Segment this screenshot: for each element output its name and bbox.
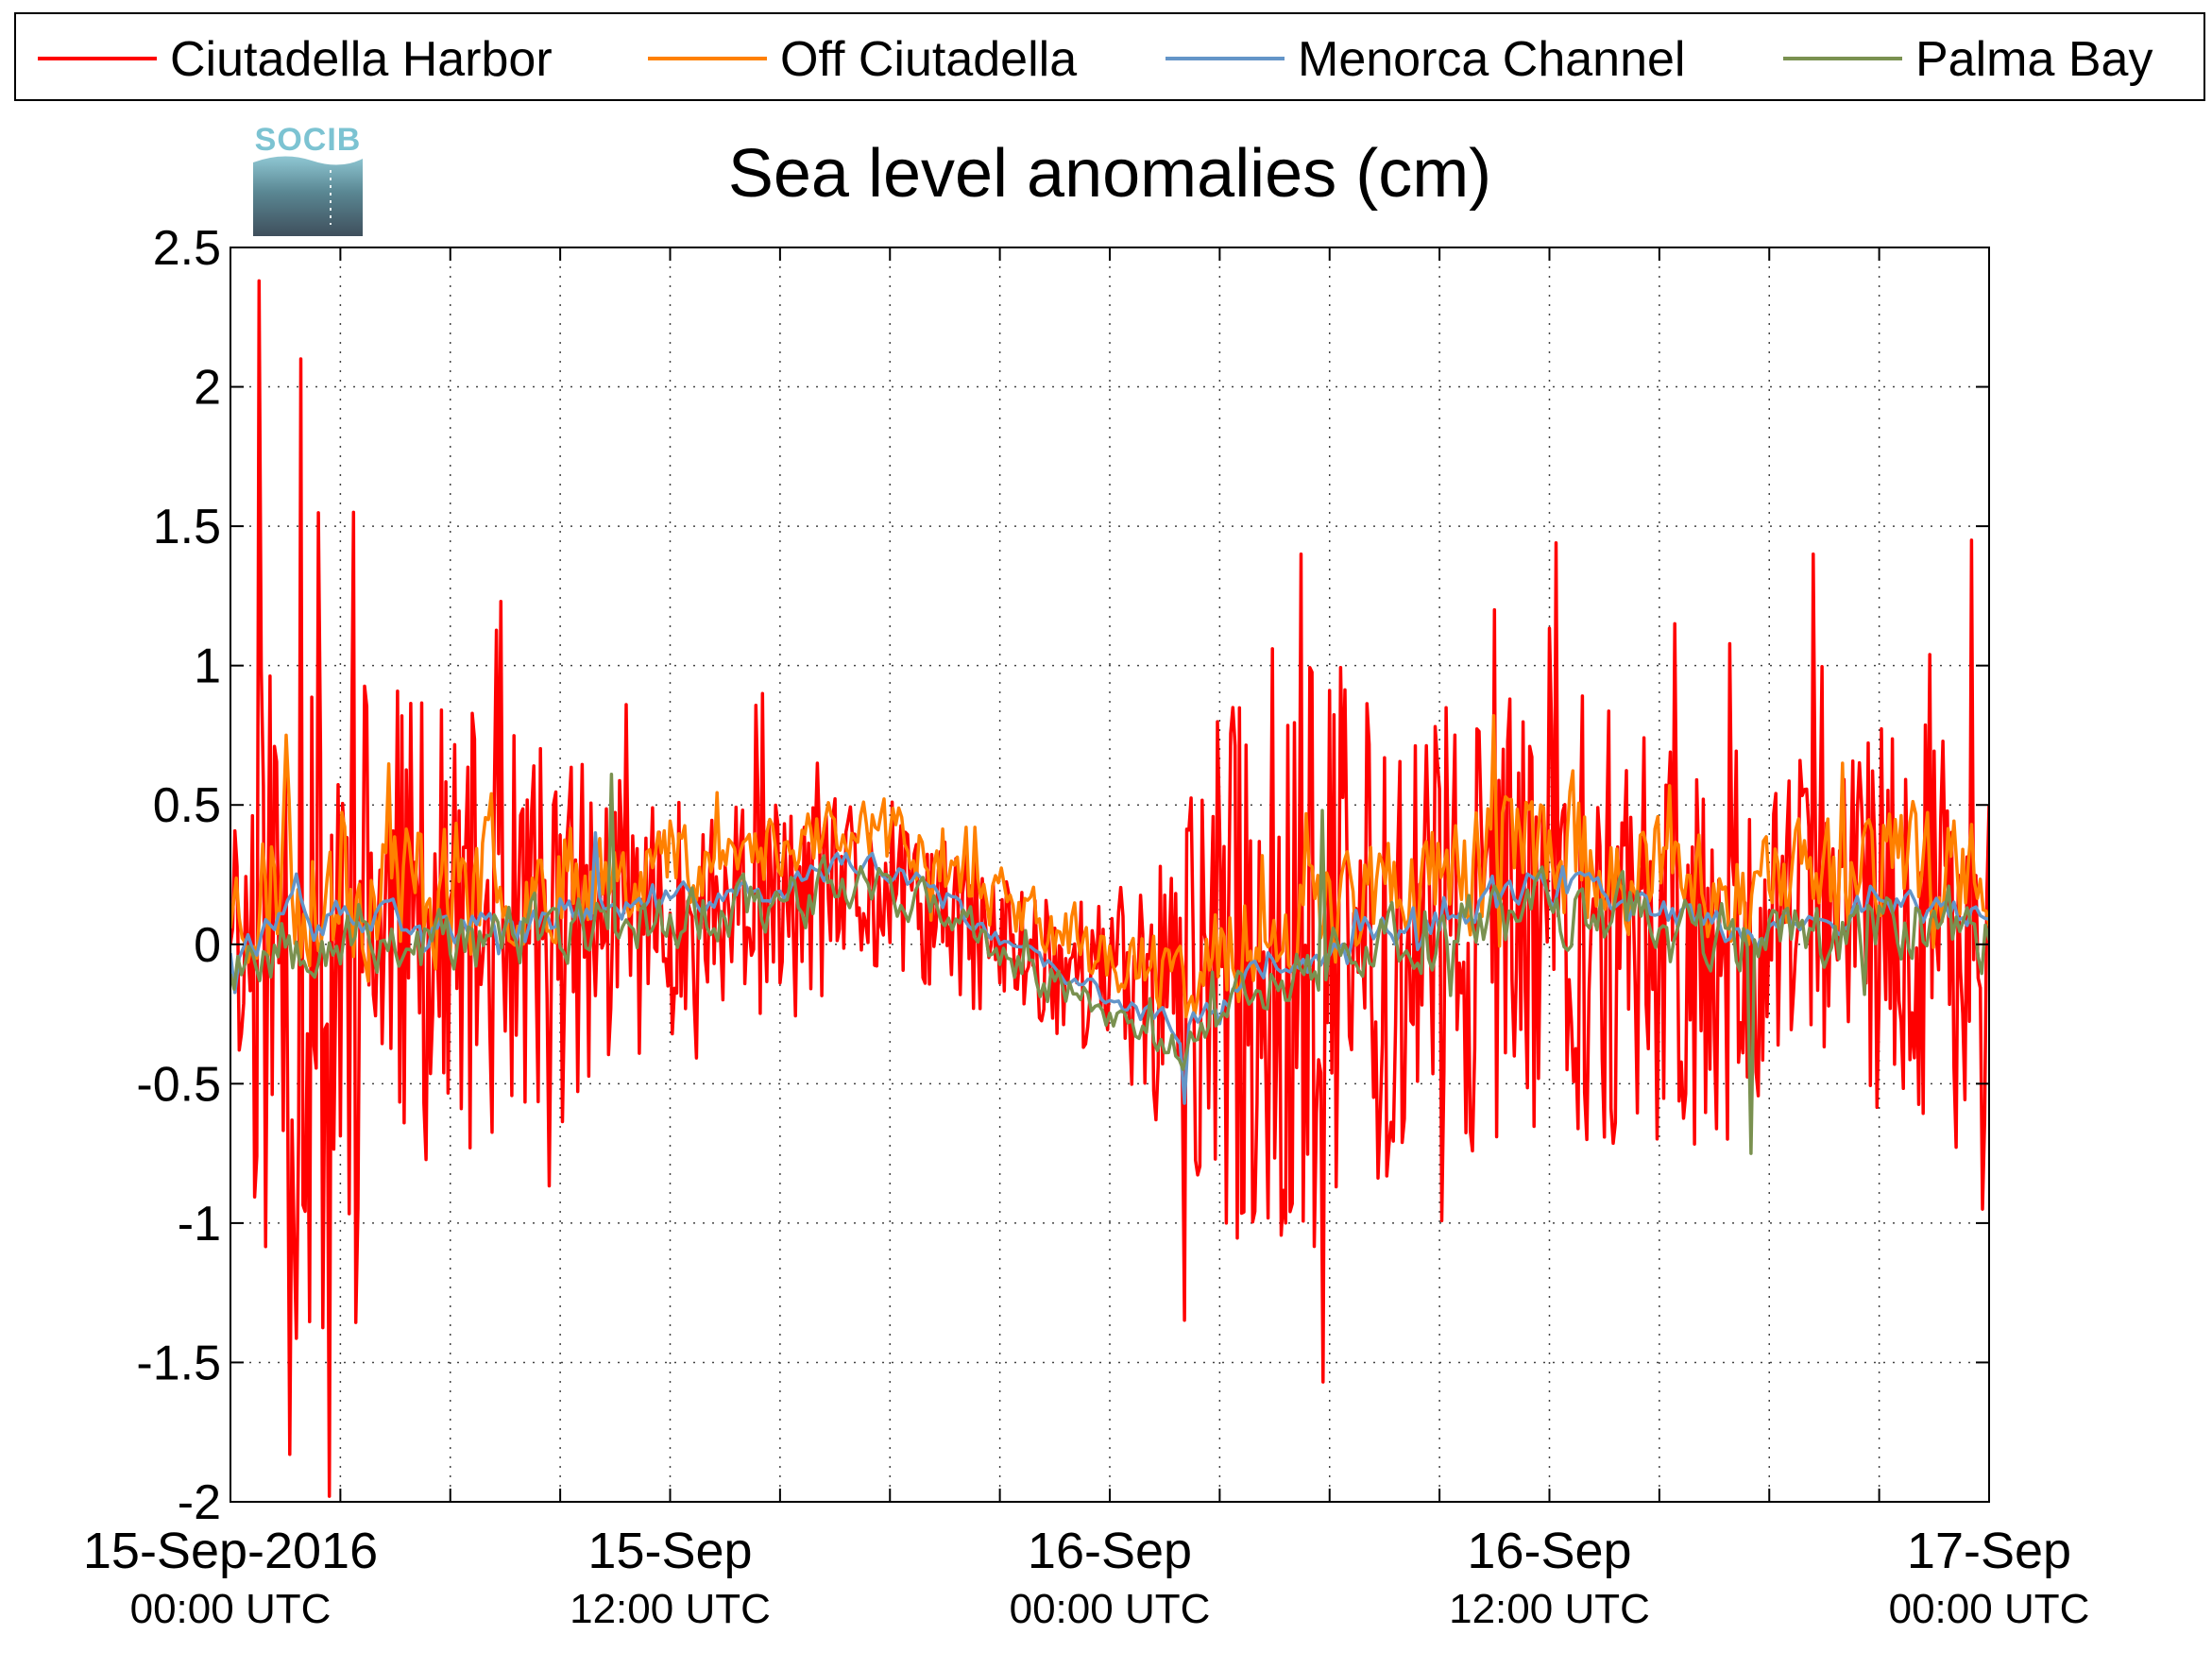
y-tick-label: -1.5 [136,1336,221,1390]
series-layer [230,279,1989,1498]
y-tick-label: 0.5 [153,778,221,833]
y-tick-label: -0.5 [136,1057,221,1112]
x-tick-time-label: 00:00 UTC [1010,1586,1211,1632]
x-tick-date-label: 15-Sep [587,1523,752,1579]
x-tick-time-label: 00:00 UTC [130,1586,332,1632]
y-tick-label: 1.5 [153,500,221,554]
y-tick-label: 2 [194,361,221,416]
y-axis-labels: 2.5 2 1.5 1 0.5 0 -0.5 -1 -1.5 -2 [136,221,221,1530]
x-axis-labels: 15-Sep-2016 00:00 UTC 15-Sep 12:00 UTC 16-Se… [83,1523,2090,1632]
legend-label-palma-bay: Palma Bay [1915,32,2152,87]
legend-label-ciutadella-harbor: Ciutadella Harbor [170,32,553,87]
x-tick-date-label: 16-Sep [1467,1523,1631,1579]
x-tick-time-label: 00:00 UTC [1889,1586,2090,1632]
y-tick-label: 1 [194,639,221,694]
x-tick-time-label: 12:00 UTC [1449,1586,1650,1632]
chart-title: Sea level anomalies (cm) [728,136,1491,212]
legend-label-menorca-channel: Menorca Channel [1298,32,1685,87]
y-tick-label: 0 [194,918,221,973]
x-tick-time-label: 12:00 UTC [570,1586,771,1632]
socib-logo: SOCIB [253,122,363,236]
legend-label-off-ciutadella: Off Ciutadella [780,32,1077,87]
series-line-ciutadella-harbor [230,279,1989,1498]
logo-text: SOCIB [255,122,362,158]
y-tick-label: -1 [178,1197,221,1252]
axis-ticks [230,247,1990,1503]
legend: Ciutadella Harbor Off Ciutadella Menorca… [14,12,2205,101]
series-line-palma-bay [230,773,1989,1155]
logo-wave [253,156,363,236]
series-line-off-ciutadella [230,714,1989,1019]
y-tick-label: -2 [178,1475,221,1530]
x-tick-date-label: 17-Sep [1907,1523,2071,1579]
y-tick-label: 2.5 [153,221,221,276]
x-tick-date-label: 15-Sep-2016 [83,1523,378,1579]
x-tick-date-label: 16-Sep [1028,1523,1192,1579]
